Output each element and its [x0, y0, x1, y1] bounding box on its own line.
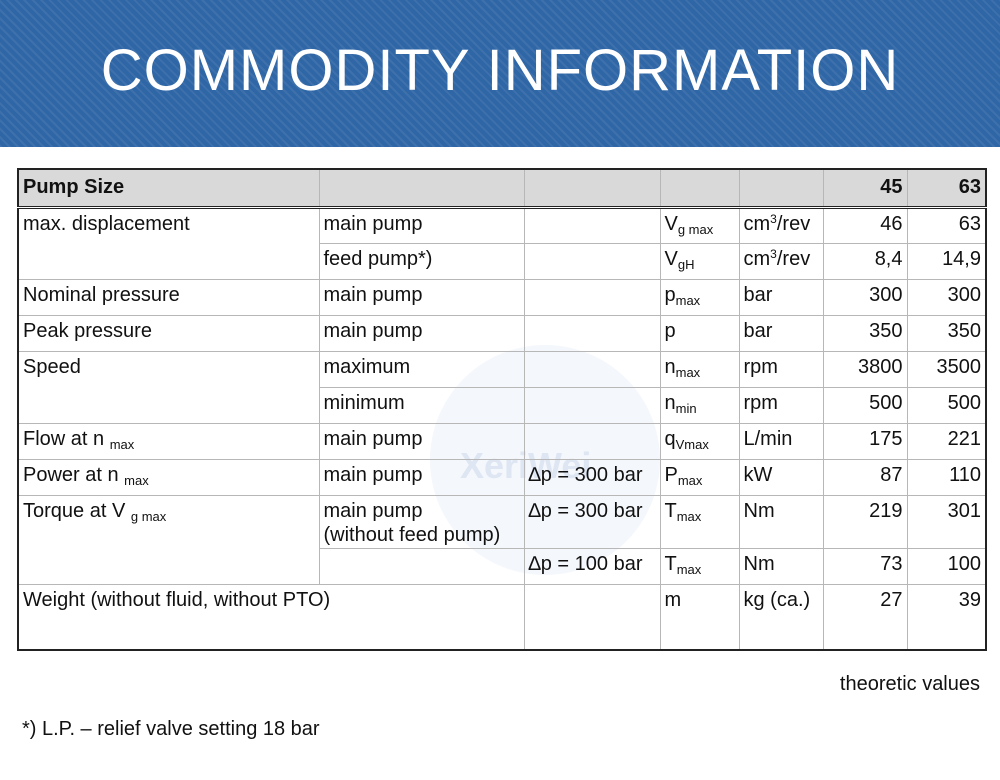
row-variant: main pump: [318, 206, 525, 244]
row-value-45: 8,4: [822, 242, 908, 280]
row-value-63: 14,9: [906, 242, 987, 280]
row-value-45: 175: [822, 422, 908, 460]
row-label: Peak pressure: [17, 314, 320, 352]
row-label: Nominal pressure: [17, 278, 320, 316]
header-size-63: 63: [906, 168, 987, 209]
row-value-45: 73: [822, 547, 908, 585]
row-value-63: 39: [906, 583, 987, 651]
row-symbol: m: [659, 583, 740, 651]
footnote: *) L.P. – relief valve setting 18 bar: [22, 718, 320, 740]
row-value-63: 350: [906, 314, 987, 352]
row-label: Weight (without fluid, without PTO): [17, 583, 525, 651]
row-symbol: Tmax: [659, 547, 740, 585]
row-variant: minimum: [318, 386, 525, 424]
row-value-63: 301: [906, 494, 987, 549]
row-value-63: 500: [906, 386, 987, 424]
row-variant: [318, 547, 525, 585]
row-value-45: 300: [822, 278, 908, 316]
page-title: COMMODITY INFORMATION: [100, 38, 900, 103]
row-value-63: 63: [906, 206, 987, 244]
row-value-63: 3500: [906, 350, 987, 388]
table-row: ∆p = 100 bar Tmax Nm 73 100: [18, 547, 987, 585]
row-condition: [523, 206, 661, 244]
row-value-45: 3800: [822, 350, 908, 388]
row-variant: main pump: [318, 314, 525, 352]
row-variant: main pump (without feed pump): [318, 494, 525, 549]
row-value-63: 100: [906, 547, 987, 585]
table-row: Flow at n max main pump qVmax L/min 175 …: [17, 422, 987, 460]
row-unit: Nm: [738, 547, 824, 585]
row-condition: [523, 278, 661, 316]
table-header-row: Pump Size 45 63: [17, 168, 987, 209]
row-symbol: qVmax: [659, 422, 740, 460]
row-symbol: Pmax: [659, 458, 740, 496]
row-unit: bar: [738, 278, 824, 316]
row-label: Speed: [17, 350, 320, 424]
table-row: Torque at V g max main pump (without feed…: [17, 494, 987, 585]
row-value-45: 500: [822, 386, 908, 424]
row-unit: L/min: [738, 422, 824, 460]
row-condition: [523, 583, 661, 651]
header-size-45: 45: [822, 168, 908, 209]
row-unit: kW: [738, 458, 824, 496]
row-value-63: 110: [906, 458, 987, 496]
header-empty: [659, 168, 740, 209]
row-symbol: nmin: [659, 386, 740, 424]
row-unit: rpm: [738, 386, 824, 424]
header-empty: [318, 168, 525, 209]
row-condition: [523, 242, 661, 280]
row-variant: maximum: [318, 350, 525, 388]
row-label: Flow at n max: [17, 422, 320, 460]
table-row: Speed maximum nmax rpm 3800 3500: [17, 350, 987, 424]
row-symbol: Vg max: [659, 206, 740, 244]
row-symbol: pmax: [659, 278, 740, 316]
row-value-45: 87: [822, 458, 908, 496]
row-value-63: 221: [906, 422, 987, 460]
row-symbol: p: [659, 314, 740, 352]
row-unit: Nm: [738, 494, 824, 549]
row-value-45: 219: [822, 494, 908, 549]
row-variant: main pump: [318, 422, 525, 460]
row-unit: rpm: [738, 350, 824, 388]
row-symbol: Tmax: [659, 494, 740, 549]
row-label: Torque at V g max: [17, 494, 320, 585]
row-condition: [523, 422, 661, 460]
row-condition: [523, 386, 661, 424]
row-value-45: 27: [822, 583, 908, 651]
row-variant: main pump: [318, 278, 525, 316]
table-row: max. displacement main pump Vg max cm3/r…: [17, 206, 987, 280]
row-value-63: 300: [906, 278, 987, 316]
header-empty: [523, 168, 661, 209]
row-unit: cm3/rev: [738, 242, 824, 280]
spec-table: Pump Size 45 63 max. displacement main p…: [17, 168, 987, 651]
row-value-45: 350: [822, 314, 908, 352]
row-variant: feed pump*): [318, 242, 525, 280]
table-row: Nominal pressure main pump pmax bar 300 …: [17, 278, 987, 316]
row-condition: ∆p = 100 bar: [523, 547, 661, 585]
row-label: max. displacement: [17, 206, 320, 280]
row-condition: [523, 314, 661, 352]
row-label: Power at n max: [17, 458, 320, 496]
row-unit: kg (ca.): [738, 583, 824, 651]
row-unit: cm3/rev: [738, 206, 824, 244]
row-symbol: nmax: [659, 350, 740, 388]
header-pump-size: Pump Size: [17, 168, 320, 209]
row-variant: main pump: [318, 458, 525, 496]
row-condition: ∆p = 300 bar: [523, 494, 661, 549]
table-row: Weight (without fluid, without PTO) m kg…: [17, 583, 987, 651]
table-row: Power at n max main pump ∆p = 300 bar Pm…: [17, 458, 987, 496]
row-value-45: 46: [822, 206, 908, 244]
row-condition: ∆p = 300 bar: [523, 458, 661, 496]
row-unit: bar: [738, 314, 824, 352]
table-row: Peak pressure main pump p bar 350 350: [17, 314, 987, 352]
row-symbol: VgH: [659, 242, 740, 280]
row-condition: [523, 350, 661, 388]
header-banner: COMMODITY INFORMATION: [0, 0, 1000, 147]
theoretic-values-note: theoretic values: [839, 673, 980, 695]
header-empty: [738, 168, 824, 209]
